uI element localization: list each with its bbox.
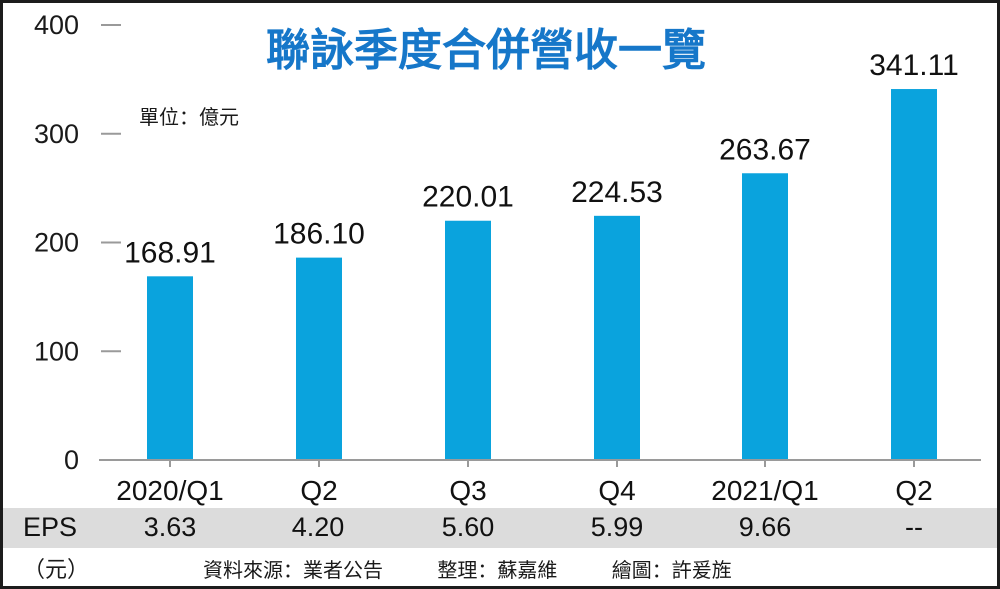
bar (594, 215, 640, 460)
bar (445, 220, 491, 460)
revenue-bar-chart: 聯詠季度合併營收一覽 單位：億元 0 100 200 300 400 168.91 186… (34, 10, 981, 506)
footer-credits: 資料來源：業者公告 整理：蘇嘉維 繪圖：許爰旌 (203, 554, 780, 583)
y-tick-label: 100 (34, 336, 79, 366)
eps-value-2020-q3: 5.60 (441, 512, 495, 542)
eps-label: EPS (23, 512, 78, 542)
x-tick-label: Q2 (300, 475, 337, 506)
bar-series (147, 89, 937, 460)
eps-value-2021-q2: -- (905, 512, 923, 542)
x-tick-label: Q2 (895, 475, 932, 506)
y-axis: 0 100 200 300 400 (34, 10, 121, 475)
editor-credit: 整理：蘇嘉維 (437, 558, 558, 582)
eps-unit-label: （元） (23, 558, 90, 583)
x-tick-label: Q4 (598, 475, 635, 506)
y-tick-label: 0 (64, 445, 79, 475)
x-axis: 2020/Q1 Q2 Q3 Q4 2021/Q1 Q2 (99, 459, 981, 506)
x-tick-label: 2021/Q1 (711, 475, 818, 506)
artist-credit: 繪圖：許爰旌 (611, 558, 732, 582)
eps-value-2020-q2: 4.20 (291, 512, 345, 542)
eps-row-band (3, 508, 997, 548)
y-tick-label: 200 (34, 228, 79, 258)
data-labels: 168.91 186.10 220.01 224.53 263.67 341.11 (124, 49, 959, 269)
data-label: 263.67 (719, 133, 811, 166)
eps-value-2021-q1: 9.66 (738, 512, 792, 542)
bar (296, 257, 342, 460)
y-tick-label: 400 (34, 10, 79, 40)
data-label: 224.53 (571, 176, 663, 209)
y-tick-label: 300 (34, 119, 79, 149)
x-tick-label: 2020/Q1 (116, 475, 223, 506)
x-tick-label: Q3 (449, 475, 486, 506)
source-credit: 資料來源：業者公告 (203, 558, 383, 582)
bar (891, 89, 937, 460)
chart-title: 聯詠季度合併營收一覽 (266, 25, 706, 76)
data-label: 341.11 (869, 49, 959, 82)
bar (147, 276, 193, 460)
eps-value-2020-q4: 5.99 (590, 512, 644, 542)
unit-label: 單位：億元 (139, 105, 239, 129)
data-label: 186.10 (273, 218, 365, 251)
bar (742, 173, 788, 460)
data-label: 220.01 (422, 181, 514, 214)
eps-value-2020-q1: 3.63 (143, 512, 197, 542)
data-label: 168.91 (124, 236, 216, 269)
